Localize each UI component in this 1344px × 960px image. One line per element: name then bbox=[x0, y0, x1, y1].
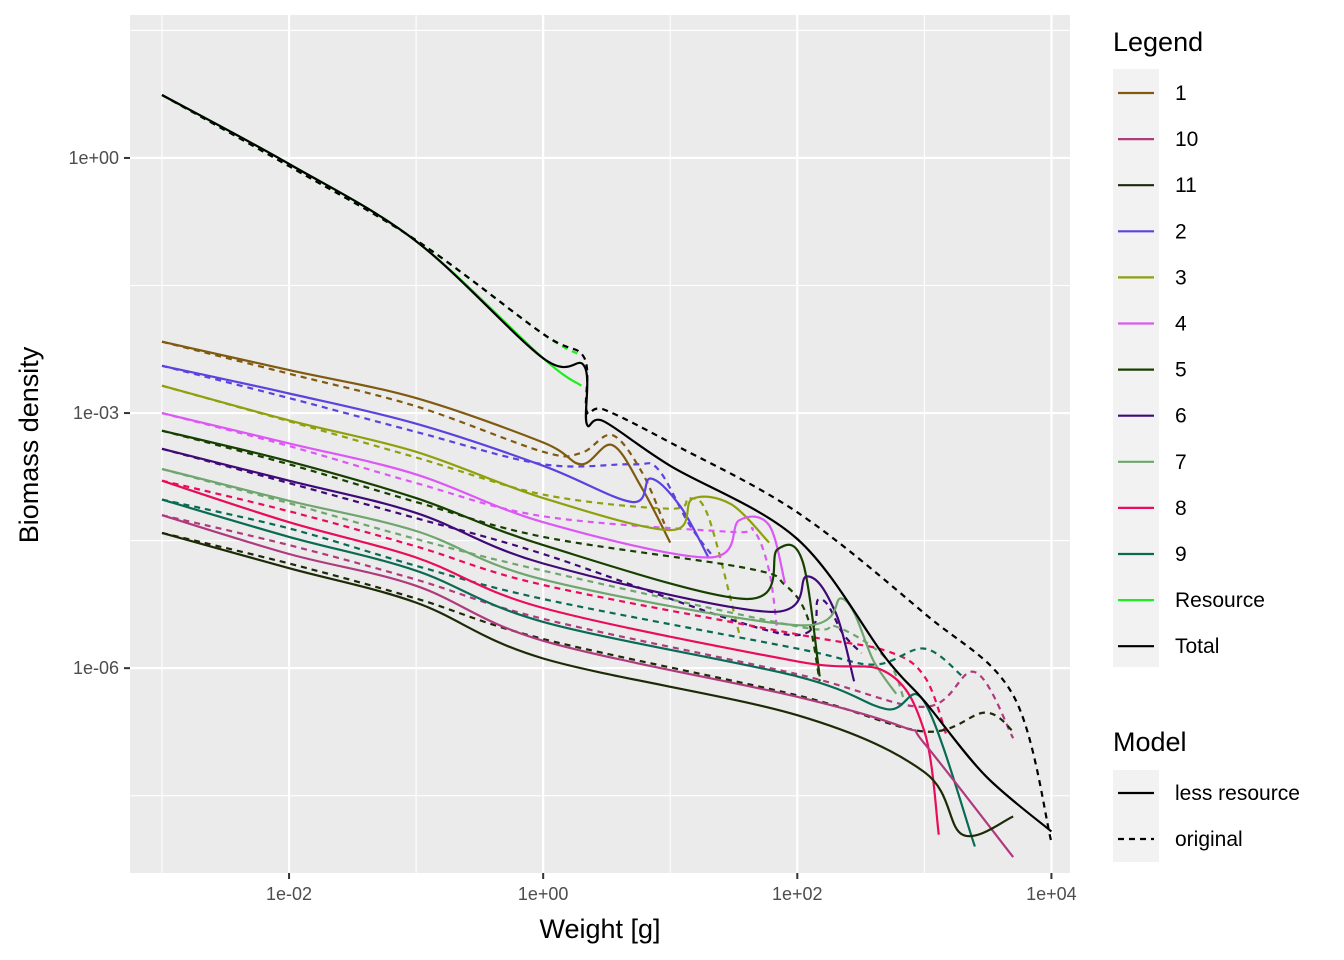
series-line-1-less-resource bbox=[161, 340, 672, 544]
x-tick-label: 1e+00 bbox=[518, 884, 569, 904]
series-line-10-original bbox=[161, 514, 1015, 739]
plot-panel bbox=[130, 15, 1070, 873]
series-line-11-less-resource bbox=[161, 531, 1014, 838]
series-line-6-less-resource bbox=[161, 447, 856, 682]
model-legend-entries: less resource original bbox=[1118, 782, 1300, 851]
series-line-1-original bbox=[161, 340, 666, 525]
legend-label-9: 9 bbox=[1175, 543, 1187, 566]
series-line-9-original bbox=[161, 498, 964, 678]
legend-title: Legend bbox=[1113, 27, 1203, 57]
legend-label-10: 10 bbox=[1175, 128, 1198, 151]
legend-label-6: 6 bbox=[1175, 405, 1187, 428]
legend-label-4: 4 bbox=[1175, 313, 1187, 336]
x-tick-label: 1e+02 bbox=[772, 884, 823, 904]
y-axis-title: Biomass density bbox=[14, 346, 44, 543]
y-tick-label: 1e-06 bbox=[73, 658, 119, 678]
model-legend: Model less resource original bbox=[1113, 727, 1300, 862]
legend-label-resource: Resource bbox=[1175, 589, 1265, 612]
x-tick-label: 1e+04 bbox=[1026, 884, 1077, 904]
series-line-7-less-resource bbox=[161, 467, 898, 695]
series-line-11-original bbox=[161, 531, 1014, 733]
model-legend-label-1: original bbox=[1175, 828, 1243, 851]
legend-label-7: 7 bbox=[1175, 451, 1187, 474]
series-line-8-original bbox=[161, 479, 948, 737]
legend-label-5: 5 bbox=[1175, 359, 1187, 382]
series-line-total-less-resource bbox=[161, 94, 1053, 833]
model-legend-key-background bbox=[1113, 770, 1159, 862]
x-axis-title: Weight [g] bbox=[539, 914, 660, 944]
series-line-6-original bbox=[161, 447, 863, 654]
y-axis: 1e-06 1e-03 1e+00 bbox=[68, 148, 130, 678]
model-legend-label-0: less resource bbox=[1175, 782, 1300, 805]
legend: Legend 1 10 11 2 3 4 5 6 7 8 9 Resource Total bbox=[1113, 27, 1265, 667]
legend-label-total: Total bbox=[1175, 635, 1219, 658]
legend-label-8: 8 bbox=[1175, 497, 1187, 520]
legend-label-1: 1 bbox=[1175, 82, 1187, 105]
series-line-7-original bbox=[161, 467, 906, 703]
series-layer bbox=[161, 94, 1053, 858]
series-line-8-less-resource bbox=[161, 479, 940, 835]
legend-label-11: 11 bbox=[1175, 174, 1197, 197]
series-line-10-less-resource bbox=[161, 514, 1015, 858]
grid-major bbox=[130, 15, 1070, 873]
series-line-5-less-resource bbox=[161, 429, 821, 677]
series-line-3-less-resource bbox=[161, 384, 770, 544]
legend-label-3: 3 bbox=[1175, 266, 1187, 289]
legend-entries: 1 10 11 2 3 4 5 6 7 8 9 Resource Total bbox=[1118, 82, 1265, 658]
y-tick-label: 1e+00 bbox=[68, 148, 119, 168]
y-tick-label: 1e-03 bbox=[73, 403, 119, 423]
model-legend-title: Model bbox=[1113, 727, 1187, 757]
series-line-2-less-resource bbox=[161, 364, 710, 559]
x-axis: 1e-02 1e+00 1e+02 1e+04 bbox=[266, 873, 1077, 904]
legend-label-2: 2 bbox=[1175, 220, 1187, 243]
series-line-4-original bbox=[161, 412, 779, 635]
x-tick-label: 1e-02 bbox=[266, 884, 312, 904]
series-line-4-less-resource bbox=[161, 412, 787, 584]
legend-key-background bbox=[1113, 69, 1159, 667]
series-line-5-original bbox=[161, 429, 821, 682]
